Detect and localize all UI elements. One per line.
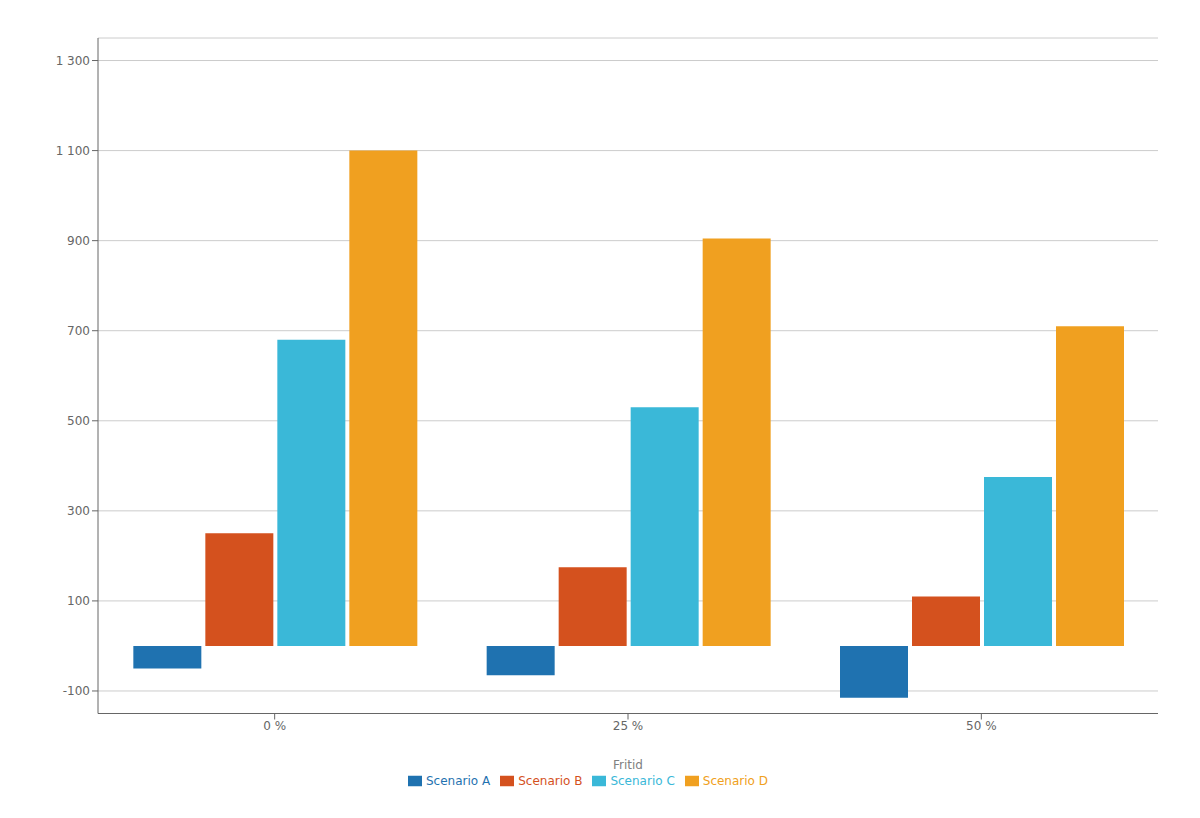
- svg-text:25 %: 25 %: [613, 719, 644, 733]
- html-text:Scenario D: Scenario D: [702, 773, 768, 788]
- svg-text:1 300: 1 300: [56, 54, 90, 68]
- svg-text:500: 500: [67, 414, 90, 428]
- svg-text:-100: -100: [63, 684, 90, 698]
- svg-text:300: 300: [67, 504, 90, 518]
- svg-text:900: 900: [67, 234, 90, 248]
- html-text:Scenario A: Scenario A: [426, 773, 491, 788]
- svg-text:0 %: 0 %: [263, 719, 286, 733]
- svg-text:Fritid: Fritid: [613, 758, 643, 772]
- svg-text:700: 700: [67, 324, 90, 338]
- svg-text:50 %: 50 %: [966, 719, 997, 733]
- svg-text:1 100: 1 100: [56, 144, 90, 158]
- html-text:Scenario C: Scenario C: [610, 773, 675, 788]
- html-text:Scenario B: Scenario B: [518, 773, 583, 788]
- svg-text:100: 100: [67, 594, 90, 608]
